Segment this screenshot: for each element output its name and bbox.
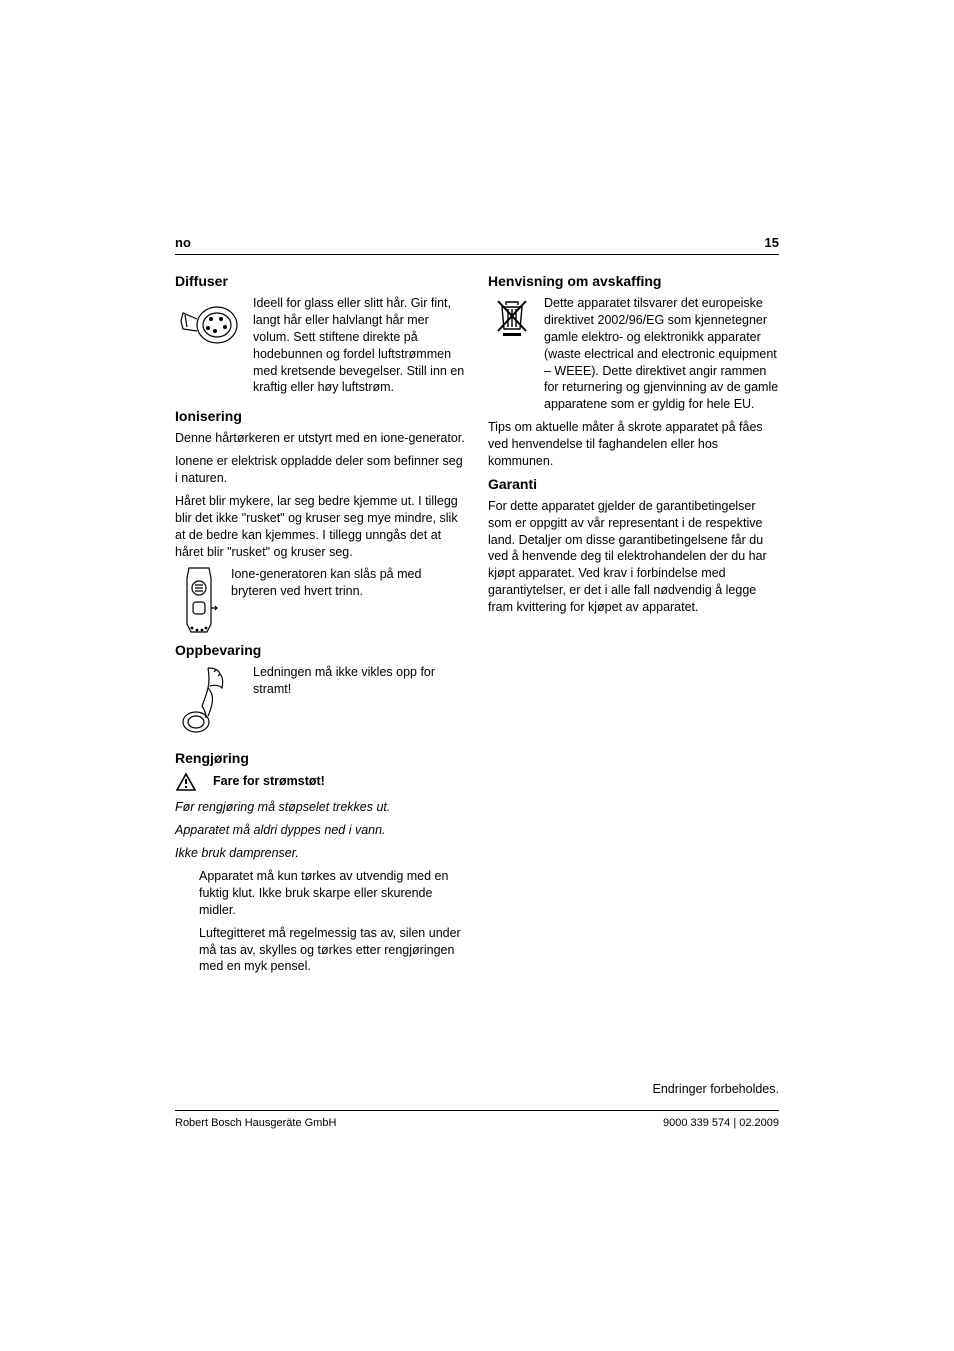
- rengjoring-title: Rengjøring: [175, 750, 466, 766]
- header-page-number: 15: [765, 235, 779, 250]
- diffuser-icon: [175, 295, 245, 402]
- rengjoring-warn1: Før rengjøring må støpselet trekkes ut.: [175, 799, 466, 816]
- ionisering-p4: Ione-generatoren kan slås på med brytere…: [231, 566, 466, 630]
- right-column: Henvisning om avskaffing Dette: [488, 267, 779, 981]
- garanti-title: Garanti: [488, 476, 779, 492]
- footer: Robert Bosch Hausgeräte GmbH 9000 339 57…: [175, 1117, 779, 1129]
- rengjoring-warn2: Apparatet må aldri dyppes ned i vann.: [175, 822, 466, 839]
- henvisning-p1: Dette apparatet tilsvarer det europeiske…: [544, 295, 779, 413]
- diffuser-title: Diffuser: [175, 273, 466, 289]
- rengjoring-warn3: Ikke bruk damprenser.: [175, 845, 466, 862]
- diffuser-text: Ideell for glass eller slitt hår. Gir fi…: [253, 295, 466, 396]
- header-lang: no: [175, 235, 191, 250]
- bottom-note: Endringer forbeholdes.: [653, 1082, 779, 1096]
- left-column: Diffuser: [175, 267, 466, 981]
- henvisning-title: Henvisning om avskaffing: [488, 273, 779, 289]
- storage-icon: [175, 664, 245, 744]
- page-header: no 15: [175, 235, 779, 255]
- ionisering-title: Ionisering: [175, 408, 466, 424]
- oppbevaring-title: Oppbevaring: [175, 642, 466, 658]
- ionisering-p3: Håret blir mykere, lar seg bedre kjemme …: [175, 493, 466, 561]
- footer-left: Robert Bosch Hausgeräte GmbH: [175, 1117, 336, 1129]
- rengjoring-warn-title: Fare for strømstøt!: [213, 772, 325, 788]
- rengjoring-b2: Luftegitteret må regelmessig tas av, sil…: [199, 925, 466, 976]
- henvisning-p2: Tips om aktuelle måter å skrote apparate…: [488, 419, 779, 470]
- ionisering-p1: Denne hårtørkeren er utstyrt med en ione…: [175, 430, 466, 447]
- ion-switch-icon: [175, 566, 223, 636]
- oppbevaring-text: Ledningen må ikke vikles opp for stramt!: [253, 664, 466, 738]
- weee-icon: [488, 295, 536, 419]
- footer-rule: [175, 1110, 779, 1111]
- garanti-text: For dette apparatet gjelder de garantibe…: [488, 498, 779, 616]
- warning-icon: [175, 772, 205, 797]
- rengjoring-b1: Apparatet må kun tørkes av utvendig med …: [199, 868, 466, 919]
- footer-right: 9000 339 574 | 02.2009: [663, 1117, 779, 1129]
- ionisering-p2: Ionene er elektrisk oppladde deler som b…: [175, 453, 466, 487]
